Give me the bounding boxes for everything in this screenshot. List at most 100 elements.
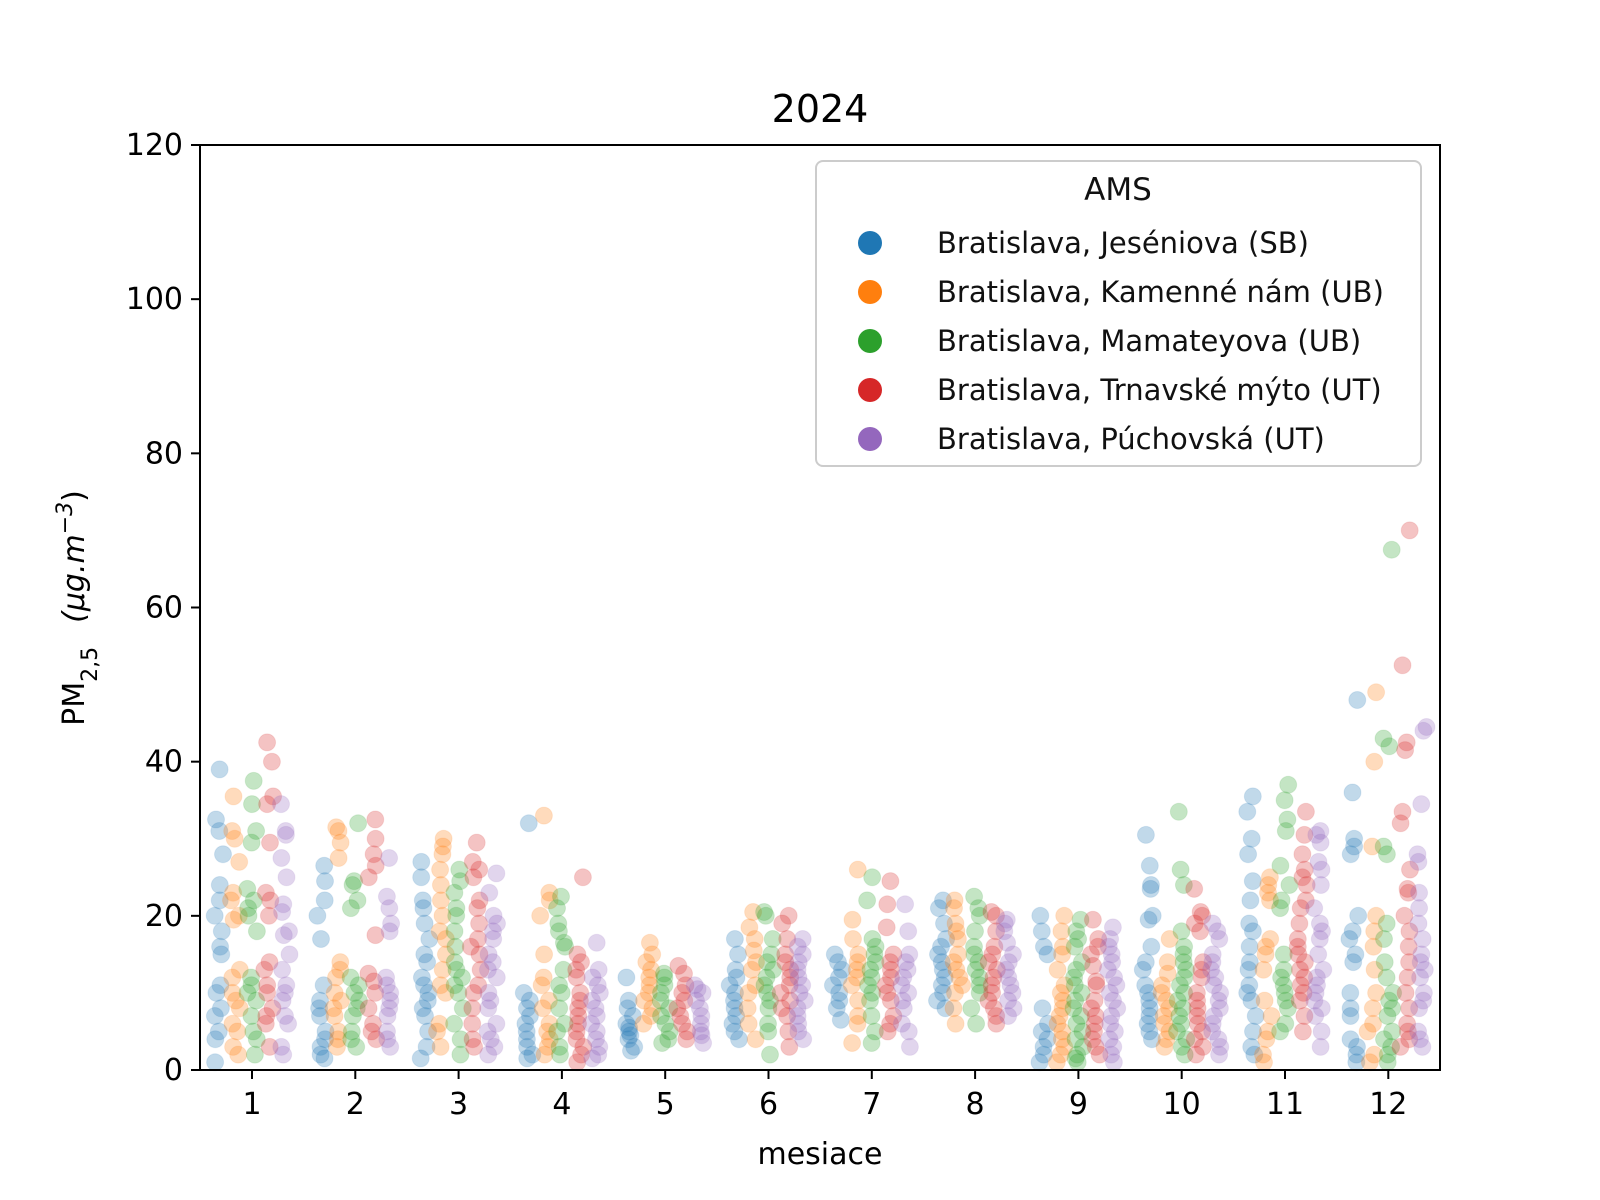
data-point xyxy=(1032,922,1051,941)
data-point xyxy=(381,1037,400,1056)
data-point xyxy=(966,960,985,979)
data-point xyxy=(259,906,278,925)
data-point xyxy=(382,914,401,933)
data-point xyxy=(694,1034,713,1052)
data-point xyxy=(538,1022,557,1041)
data-point xyxy=(1069,930,1088,948)
data-point xyxy=(634,1014,653,1033)
data-point xyxy=(739,983,758,1002)
data-point xyxy=(487,864,506,883)
data-point xyxy=(966,922,984,941)
data-point xyxy=(1177,960,1195,979)
data-point xyxy=(788,937,807,956)
data-point xyxy=(1142,937,1161,956)
data-point xyxy=(310,999,329,1018)
data-point xyxy=(464,983,483,1002)
legend-marker xyxy=(858,329,882,353)
data-point xyxy=(997,910,1016,929)
data-point xyxy=(1348,691,1367,709)
data-point xyxy=(1364,1014,1382,1033)
y-axis: 0 20 40 60 80 100 120 xyxy=(126,128,200,1088)
data-point xyxy=(642,960,660,979)
data-point xyxy=(572,1045,591,1064)
data-point xyxy=(244,891,263,910)
data-point xyxy=(620,1022,638,1041)
data-point xyxy=(377,887,396,906)
data-point xyxy=(342,1022,361,1041)
data-point xyxy=(983,945,1002,964)
data-point xyxy=(471,960,490,979)
legend-marker xyxy=(858,427,882,451)
y-axis-title-subscript: 2,5 xyxy=(78,647,103,682)
data-point xyxy=(1417,718,1436,736)
data-point xyxy=(979,991,998,1010)
data-point xyxy=(773,914,792,933)
legend-marker xyxy=(858,231,882,255)
data-point xyxy=(539,991,558,1010)
data-point xyxy=(1271,856,1290,875)
data-point xyxy=(274,895,293,914)
data-point xyxy=(1260,868,1279,887)
legend-entries: Bratislava, Jeséniova (SB) Bratislava, Ka… xyxy=(858,226,1384,456)
data-point xyxy=(970,906,989,925)
data-point xyxy=(378,1022,396,1041)
data-point xyxy=(481,991,500,1010)
data-point xyxy=(688,980,707,999)
data-point xyxy=(1038,945,1057,964)
data-point xyxy=(933,960,952,979)
data-point xyxy=(1174,876,1193,894)
data-point xyxy=(1341,999,1360,1018)
y-tick-label: 20 xyxy=(145,899,183,934)
data-point xyxy=(377,976,396,995)
data-point xyxy=(205,906,224,925)
data-point xyxy=(675,991,694,1010)
data-point xyxy=(329,1022,348,1041)
data-point xyxy=(932,937,950,956)
data-point xyxy=(759,1014,777,1033)
data-point xyxy=(763,930,782,948)
data-point xyxy=(1085,1022,1103,1041)
data-point xyxy=(900,945,919,964)
data-point xyxy=(859,976,878,995)
data-point xyxy=(1345,829,1364,848)
data-point xyxy=(778,930,797,948)
data-point xyxy=(1378,1053,1397,1072)
data-point xyxy=(1272,968,1291,987)
data-point xyxy=(418,991,437,1010)
data-point xyxy=(866,953,885,972)
data-point xyxy=(210,891,229,910)
data-point xyxy=(1311,1037,1330,1056)
data-point xyxy=(223,822,242,840)
data-point xyxy=(470,945,489,964)
data-point xyxy=(788,999,807,1018)
data-point xyxy=(1051,1045,1070,1064)
data-point xyxy=(316,1022,335,1041)
data-point xyxy=(212,922,231,941)
data-point xyxy=(331,833,350,852)
data-point xyxy=(1306,1007,1325,1025)
data-point xyxy=(1175,983,1194,1002)
data-point xyxy=(762,945,781,964)
data-point xyxy=(1380,737,1399,756)
data-point xyxy=(411,1049,430,1068)
data-point xyxy=(1192,968,1211,987)
data-point xyxy=(449,983,468,1002)
data-point xyxy=(655,964,673,983)
data-point xyxy=(518,1049,537,1068)
data-point xyxy=(1065,976,1084,995)
data-point xyxy=(640,976,659,995)
data-point xyxy=(692,1007,711,1025)
x-tick-label: 3 xyxy=(449,1087,468,1122)
data-point xyxy=(574,1037,593,1056)
data-point xyxy=(637,953,656,972)
data-point xyxy=(669,956,688,975)
data-point xyxy=(1288,937,1307,956)
data-point xyxy=(1411,968,1430,987)
data-point xyxy=(590,983,609,1002)
data-point xyxy=(1053,991,1072,1010)
data-point xyxy=(1172,1037,1191,1056)
data-point xyxy=(587,1022,606,1041)
data-point xyxy=(258,795,277,814)
data-point xyxy=(892,976,911,995)
data-point xyxy=(589,960,608,979)
